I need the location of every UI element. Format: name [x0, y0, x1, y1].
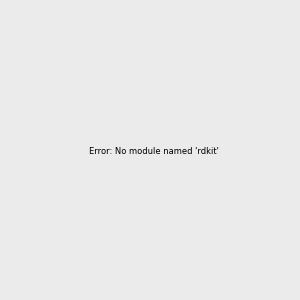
Text: Error: No module named 'rdkit': Error: No module named 'rdkit' — [89, 147, 219, 156]
